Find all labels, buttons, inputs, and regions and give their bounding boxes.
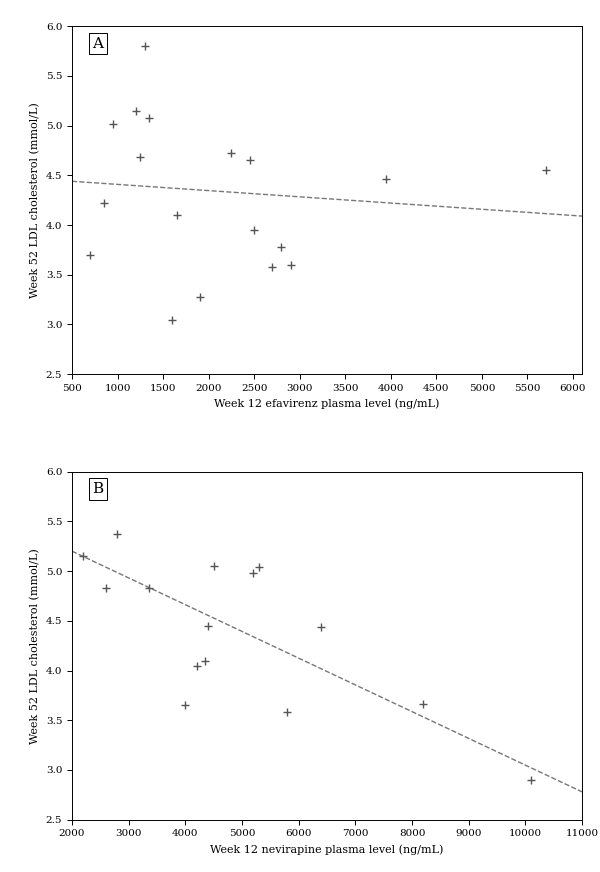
Y-axis label: Week 52 LDL cholesterol (mmol/L): Week 52 LDL cholesterol (mmol/L): [30, 548, 40, 744]
X-axis label: Week 12 efavirenz plasma level (ng/mL): Week 12 efavirenz plasma level (ng/mL): [214, 399, 440, 409]
Text: A: A: [92, 37, 103, 51]
Y-axis label: Week 52 LDL cholesterol (mmol/L): Week 52 LDL cholesterol (mmol/L): [30, 102, 40, 298]
X-axis label: Week 12 nevirapine plasma level (ng/mL): Week 12 nevirapine plasma level (ng/mL): [211, 844, 443, 855]
Text: B: B: [92, 482, 104, 496]
